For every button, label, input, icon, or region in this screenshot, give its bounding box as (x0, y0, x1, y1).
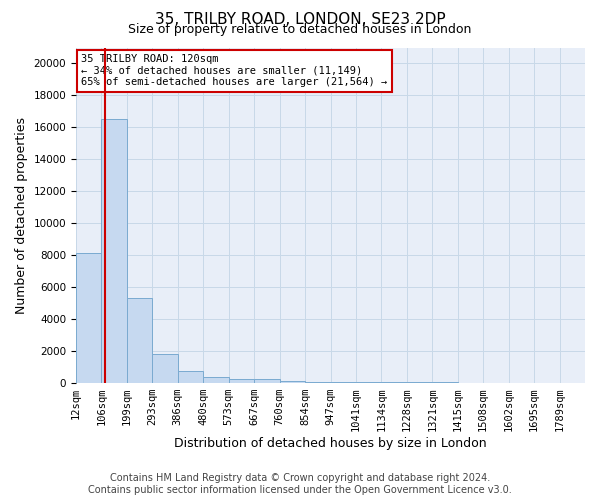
Y-axis label: Number of detached properties: Number of detached properties (15, 116, 28, 314)
Bar (152, 354, 178, 383)
Text: 35 TRILBY ROAD: 120sqm
← 34% of detached houses are smaller (11,149)
65% of semi: 35 TRILBY ROAD: 120sqm ← 34% of detached… (81, 54, 388, 88)
Bar (280, 381, 305, 383)
Bar (382, 382, 407, 383)
Text: 35, TRILBY ROAD, LONDON, SE23 2DP: 35, TRILBY ROAD, LONDON, SE23 2DP (155, 12, 445, 28)
Bar (101, 120, 127, 383)
Bar (254, 380, 280, 383)
Bar (76, 254, 101, 383)
X-axis label: Distribution of detached houses by size in London: Distribution of detached houses by size … (174, 437, 487, 450)
Bar (356, 382, 382, 383)
Bar (127, 298, 152, 383)
Bar (305, 382, 331, 383)
Text: Contains HM Land Registry data © Crown copyright and database right 2024.
Contai: Contains HM Land Registry data © Crown c… (88, 474, 512, 495)
Bar (331, 382, 356, 383)
Bar (229, 378, 254, 383)
Bar (203, 378, 229, 383)
Bar (178, 371, 203, 383)
Text: Size of property relative to detached houses in London: Size of property relative to detached ho… (128, 22, 472, 36)
